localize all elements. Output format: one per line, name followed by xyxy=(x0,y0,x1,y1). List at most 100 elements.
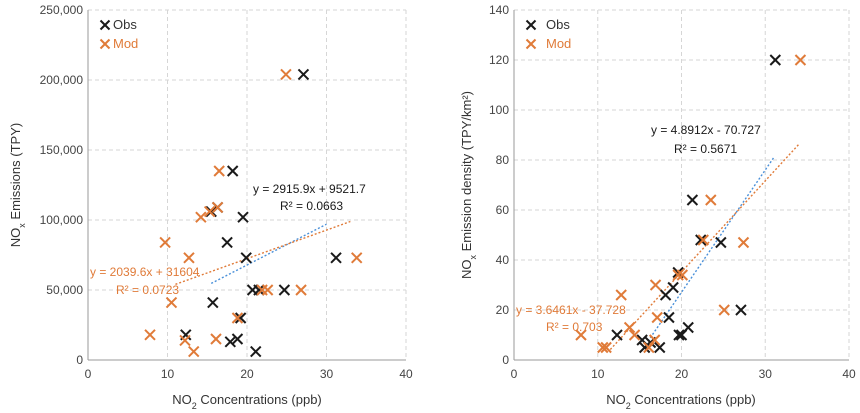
chart-left-point-obs-stroke-b xyxy=(237,211,249,223)
chart-left-point-mod xyxy=(165,296,178,309)
chart-right-point-obs xyxy=(682,321,694,334)
chart-left-point-obs-stroke-b xyxy=(240,252,252,264)
chart-right-y-axis-title-sub: x xyxy=(468,254,478,259)
chart-right-points xyxy=(575,54,807,354)
chart-left-x-tick-label: 10 xyxy=(161,367,175,381)
chart-right-x-tick-label: 0 xyxy=(511,367,518,381)
chart-right-point-mod-stroke-b xyxy=(623,321,636,334)
chart-right-point-obs-stroke-b xyxy=(673,329,685,341)
chart-left-obs-r2: R² = 0.0663 xyxy=(280,199,343,213)
chart-right-point-mod xyxy=(643,341,655,354)
chart-left-trendline-mod xyxy=(175,220,351,286)
chart-left-point-mod-stroke-b xyxy=(295,284,307,296)
chart-right-point-obs xyxy=(654,341,666,354)
chart-left-x-ticks: 0 10 20 30 40 xyxy=(85,367,413,381)
chart-left-point-obs xyxy=(250,345,262,358)
chart-right-y-tick-label: 0 xyxy=(502,353,509,367)
chart-left-point-obs xyxy=(330,252,342,264)
chart-left-x-tick-label: 0 xyxy=(85,367,92,381)
chart-right-y-axis-title-pre: NO xyxy=(459,259,474,279)
chart-right-point-mod-stroke-b xyxy=(794,54,807,66)
chart-left-x-tick-label: 20 xyxy=(240,367,254,381)
chart-left-point-obs xyxy=(221,236,233,249)
chart-left-point-mod-stroke-b xyxy=(280,68,292,81)
chart-right-point-obs-stroke-b xyxy=(682,321,694,334)
chart-left-legend-mod-label: Mod xyxy=(113,36,138,51)
chart-left-axes xyxy=(87,10,406,361)
chart-right-obs-equation: y = 4.8912x - 70.727 xyxy=(651,123,761,137)
chart-left-point-obs xyxy=(234,312,247,324)
chart-left-y-axis-title: NOx Emissions (TPY) xyxy=(8,123,27,247)
chart-left-y-ticks: 0 50,000 100,000 150,000 200,000 250,000 xyxy=(40,3,84,367)
chart-right-point-obs-stroke-b xyxy=(695,234,707,246)
chart-right-point-mod xyxy=(737,236,750,249)
chart-right-point-mod-stroke-b xyxy=(705,194,717,206)
chart-left-point-obs xyxy=(205,205,217,218)
chart-right-legend-obs-x-stroke-b xyxy=(525,19,537,31)
chart-right-point-obs-stroke-b xyxy=(735,304,747,316)
chart-left-y-tick-label: 200,000 xyxy=(40,73,84,87)
chart-left-point-obs-stroke-b xyxy=(297,68,310,81)
chart-left-y-tick-label: 150,000 xyxy=(40,143,84,157)
chart-left-legend-mod-x xyxy=(99,38,111,50)
chart-left-point-mod xyxy=(351,252,363,264)
chart-left-legend: Obs Mod xyxy=(99,17,138,51)
chart-right-y-ticks: 0 20 40 60 80 100 120 140 xyxy=(489,3,509,367)
chart-right-point-obs-stroke-b xyxy=(654,341,666,354)
chart-right-x-axis-title: NO2 Concentrations (ppb) xyxy=(606,392,756,411)
chart-left-points xyxy=(144,68,363,358)
chart-left-legend-mod-x-stroke-b xyxy=(99,38,111,50)
chart-right-point-mod-stroke-b xyxy=(737,236,750,249)
chart-left-trendline-obs xyxy=(210,223,327,285)
chart-right-legend: Obs Mod xyxy=(525,17,571,51)
chart-left-obs-equation: y = 2915.9x + 9521.7 xyxy=(253,182,366,196)
chart-right-point-mod-stroke-b xyxy=(651,311,663,324)
chart-right-point-mod-stroke-b xyxy=(697,234,709,246)
chart-right-point-obs xyxy=(667,281,679,294)
chart-right-y-tick-label: 80 xyxy=(496,153,510,167)
chart-left-point-mod xyxy=(203,205,216,218)
chart-right-y-tick-label: 20 xyxy=(496,303,510,317)
chart-right-x-axis-title-post: Concentrations (ppb) xyxy=(631,392,756,407)
chart-right-point-mod xyxy=(623,321,636,334)
chart-right-point-mod xyxy=(615,289,627,301)
chart-left-x-axis-title: NO2 Concentrations (ppb) xyxy=(172,392,322,411)
chart-left-point-mod xyxy=(211,201,224,214)
chart-right-x-tick-label: 40 xyxy=(842,367,856,381)
chart-left-point-mod xyxy=(144,329,156,341)
chart-left-legend-obs-x xyxy=(99,19,111,31)
chart-right-point-obs-stroke-b xyxy=(715,236,727,249)
chart-right: 0 10 20 30 40 0 20 40 60 80 100 120 140 Obs Mod y =… xyxy=(459,3,856,411)
chart-left-point-obs-stroke-b xyxy=(221,236,233,249)
chart-right-point-mod-stroke-b xyxy=(597,341,609,354)
chart-right-legend-obs-marker xyxy=(525,19,537,31)
chart-right-point-obs xyxy=(769,54,782,66)
chart-right-point-obs xyxy=(735,304,747,316)
chart-right-x-axis-title-sub: 2 xyxy=(626,401,631,411)
chart-right-point-mod-stroke-b xyxy=(648,334,661,346)
chart-left-point-obs-stroke-b xyxy=(234,312,247,324)
chart-right-point-mod xyxy=(575,329,587,341)
chart-left-point-mod-stroke-b xyxy=(179,334,191,347)
chart-right-obs-r2: R² = 0.5671 xyxy=(674,142,737,156)
chart-left-point-mod-stroke-b xyxy=(261,284,274,296)
chart-right-point-mod-stroke-b xyxy=(628,329,641,341)
chart-right-mod-equation: y = 3.6461x - 37.728 xyxy=(516,303,626,317)
chart-right-point-obs-stroke-b xyxy=(667,281,679,294)
chart-right-point-obs-stroke-b xyxy=(611,329,623,341)
chart-right-point-mod xyxy=(794,54,807,66)
chart-left-y-tick-label: 100,000 xyxy=(40,213,84,227)
chart-right-point-mod-stroke-b xyxy=(718,304,730,316)
chart-left-x-tick-label: 30 xyxy=(320,367,334,381)
chart-left-point-obs-stroke-b xyxy=(205,205,217,218)
chart-left-point-obs xyxy=(237,211,249,223)
chart-left-point-mod-stroke-b xyxy=(211,201,224,214)
chart-right-trendline-mod xyxy=(609,143,800,350)
chart-right-point-obs xyxy=(663,311,675,324)
chart-left-point-mod-stroke-b xyxy=(213,165,225,177)
chart-right-point-mod-stroke-b xyxy=(672,269,684,281)
chart-right-point-mod xyxy=(648,334,661,346)
chart-right-point-mod-stroke-b xyxy=(643,341,655,354)
chart-left-trendlines xyxy=(175,220,351,286)
